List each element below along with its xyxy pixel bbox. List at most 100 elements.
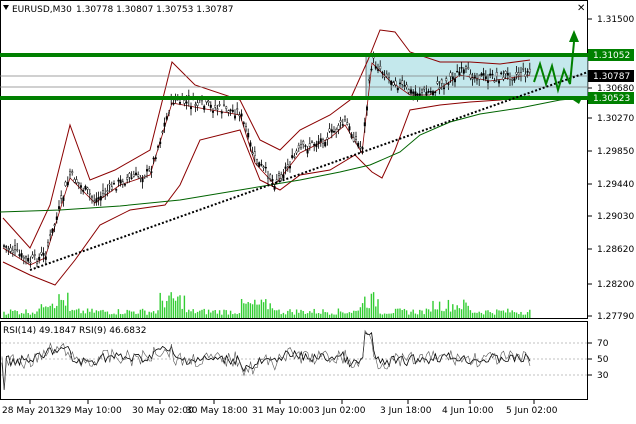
volume-bar bbox=[91, 308, 93, 318]
volume-bar bbox=[392, 313, 395, 318]
volume-bar bbox=[366, 307, 368, 318]
volume-bar bbox=[3, 311, 5, 318]
candle-body bbox=[189, 106, 192, 110]
candle-body bbox=[286, 164, 289, 167]
candlesticks bbox=[3, 51, 531, 268]
candle-body bbox=[522, 68, 525, 70]
candle-body bbox=[273, 186, 276, 190]
rsi-frame bbox=[0, 321, 588, 400]
candle-body bbox=[392, 82, 395, 86]
volume-bar bbox=[353, 310, 355, 318]
candle-body bbox=[471, 78, 474, 80]
volume-bar bbox=[447, 299, 450, 318]
candle-body bbox=[251, 152, 254, 155]
candle-body bbox=[504, 71, 507, 74]
volume-bar bbox=[377, 299, 379, 318]
candle-body bbox=[432, 91, 435, 96]
volume-bar bbox=[229, 310, 232, 318]
volume-bar bbox=[265, 299, 267, 318]
volume-bar bbox=[425, 308, 428, 318]
candle-body bbox=[394, 80, 397, 86]
volume-bar bbox=[423, 314, 425, 318]
close-icon[interactable]: ✕ bbox=[577, 3, 585, 14]
volume-bar bbox=[146, 314, 148, 318]
candle-body bbox=[258, 162, 261, 167]
candle-body bbox=[119, 179, 122, 184]
candle-body bbox=[333, 131, 336, 133]
volume-bar bbox=[243, 303, 245, 318]
volume-bar bbox=[95, 310, 98, 318]
candle-body bbox=[84, 185, 87, 190]
volume-bar bbox=[518, 314, 520, 318]
candle-body bbox=[236, 108, 239, 110]
volume-bar bbox=[463, 299, 465, 318]
candle-body bbox=[130, 177, 133, 179]
volume-bar bbox=[379, 313, 381, 318]
volume-bar bbox=[210, 312, 212, 318]
volume-bar bbox=[62, 300, 65, 318]
dropdown-triangle-icon[interactable] bbox=[3, 5, 9, 10]
volume-bar bbox=[293, 314, 296, 318]
candle-body bbox=[163, 122, 166, 127]
volume-bar bbox=[214, 310, 216, 318]
candle-body bbox=[454, 78, 457, 83]
candle-body bbox=[456, 70, 459, 73]
candle-body bbox=[36, 261, 39, 264]
candle-body bbox=[58, 206, 61, 209]
volume-bar bbox=[269, 303, 271, 318]
volume-bar bbox=[177, 296, 179, 318]
candle-body bbox=[148, 168, 151, 171]
volume-bar bbox=[381, 314, 384, 318]
candle-body bbox=[297, 145, 300, 149]
volume-bar bbox=[487, 310, 489, 318]
volume-bar bbox=[372, 292, 375, 318]
candle-body bbox=[515, 72, 518, 75]
volume-histogram bbox=[3, 292, 531, 318]
volume-bar bbox=[130, 311, 133, 318]
volume-bar bbox=[496, 309, 498, 318]
volume-bar bbox=[29, 314, 32, 318]
volume-bar bbox=[458, 308, 461, 318]
candle-body bbox=[284, 166, 287, 169]
candle-body bbox=[260, 164, 263, 166]
volume-bar bbox=[23, 313, 25, 318]
volume-bar bbox=[106, 311, 109, 318]
volume-bar bbox=[445, 308, 447, 318]
candle-body bbox=[214, 105, 217, 108]
volume-bar bbox=[141, 308, 144, 318]
rsi-tick-label: 50 bbox=[597, 355, 609, 365]
candle-body bbox=[410, 89, 413, 94]
time-tick-label: 3 Jun 18:00 bbox=[380, 406, 432, 416]
candle-body bbox=[20, 253, 23, 258]
resistance-label-box bbox=[588, 49, 634, 61]
volume-bar bbox=[258, 304, 260, 318]
volume-bar bbox=[405, 310, 408, 318]
candle-body bbox=[244, 126, 247, 131]
volume-bar bbox=[390, 313, 392, 318]
trendline[interactable] bbox=[29, 71, 589, 271]
candle-body bbox=[412, 91, 415, 94]
volume-bar bbox=[38, 308, 40, 318]
candle-body bbox=[377, 69, 380, 71]
candle-body bbox=[264, 166, 267, 169]
volume-bar bbox=[515, 312, 518, 318]
volume-bar bbox=[108, 314, 111, 318]
candle-body bbox=[511, 78, 514, 81]
volume-bar bbox=[304, 313, 307, 318]
candle-body bbox=[502, 76, 505, 80]
candle-body bbox=[64, 181, 67, 186]
volume-bar bbox=[190, 311, 192, 318]
candle-body bbox=[440, 79, 443, 84]
candle-body bbox=[493, 80, 496, 83]
volume-bar bbox=[502, 310, 505, 318]
volume-bar bbox=[192, 309, 194, 318]
candle-body bbox=[229, 109, 232, 111]
volume-bar bbox=[249, 303, 252, 318]
main-chart-frame bbox=[0, 0, 588, 319]
volume-bar bbox=[254, 299, 256, 318]
volume-bar bbox=[139, 309, 142, 318]
volume-bar bbox=[300, 309, 302, 318]
candle-body bbox=[403, 85, 406, 87]
